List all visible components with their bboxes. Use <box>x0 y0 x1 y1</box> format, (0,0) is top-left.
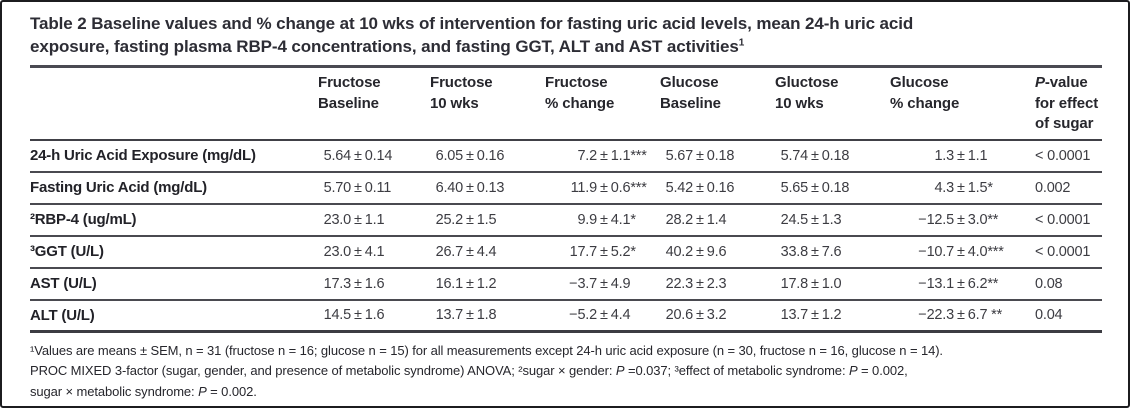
title-divider <box>30 65 1102 69</box>
row-label: Fasting Uric Acid (mg/dL) <box>30 179 207 197</box>
cell: 1.3 ±1.1 <box>934 147 988 164</box>
column-header-glucose-baseline: Glucose Baseline <box>660 74 721 112</box>
cell: 33.8 ±7.6 <box>780 243 842 260</box>
table-row: ALT (U/L) 14.5 ±1.6 13.7 ±1.8 −5.2 ±4.4 20.… <box>30 301 1102 333</box>
column-header-fructose-pct-change: Fructose% change <box>545 74 615 112</box>
column-header-fructose-baseline: Fructose Baseline <box>318 74 381 112</box>
cell: 24.5 ±1.3 <box>780 211 842 228</box>
cell: 5.70 ±0.11 <box>323 179 392 196</box>
cell: −12.5 ±3.0** <box>918 211 999 228</box>
footnote-line: ¹Values are means ± SEM, n = 31 (fructos… <box>30 342 943 358</box>
cell: 6.40 ±0.13 <box>435 179 505 196</box>
cell: 26.7 ±4.4 <box>435 243 497 260</box>
cell-p-value: < 0.0001 <box>1035 243 1091 260</box>
column-header-glucose-pct-change: Glucose% change <box>890 74 960 112</box>
header-empty-cell <box>30 73 318 135</box>
cell: 23.0 ±4.1 <box>323 243 385 260</box>
row-label: ³GGT (U/L) <box>30 243 104 261</box>
footnote-line: sugar × metabolic syndrome: P = 0.002. <box>30 383 257 399</box>
cell-p-value: 0.04 <box>1035 307 1063 324</box>
cell-p-value: < 0.0001 <box>1035 147 1091 164</box>
table-row: ³GGT (U/L) 23.0 ±4.1 26.7 ±4.4 17.7 ±5.2* 4… <box>30 237 1102 269</box>
cell: 5.74 ±0.18 <box>780 147 850 164</box>
cell: −22.3 ±6.7 ** <box>918 307 1003 324</box>
row-label: AST (U/L) <box>30 275 97 293</box>
cell: 20.6 ±3.2 <box>665 307 727 324</box>
cell: 14.5 ±1.6 <box>323 307 385 324</box>
cell: −5.2 ±4.4 <box>569 307 631 324</box>
row-label: 24-h Uric Acid Exposure (mg/dL) <box>30 147 256 165</box>
cell: 13.7 ±1.2 <box>780 307 842 324</box>
cell: 23.0 ±1.1 <box>323 211 385 228</box>
table-title: Table 2 Baseline values and % change at … <box>30 14 914 56</box>
table-row: ²RBP-4 (ug/mL) 23.0 ±1.1 25.2 ±1.5 9.9 ±4.1… <box>30 205 1102 237</box>
column-header-p-value: P-value for effect of sugar <box>1035 74 1099 133</box>
cell: 25.2 ±1.5 <box>435 211 497 228</box>
cell: 17.3 ±1.6 <box>323 275 385 292</box>
cell: 17.7 ±5.2* <box>569 243 636 260</box>
table-row: 24-h Uric Acid Exposure (mg/dL) 5.64 ±0.1… <box>30 141 1102 173</box>
row-label: ²RBP-4 (ug/mL) <box>30 211 137 229</box>
cell: 28.2 ±1.4 <box>665 211 727 228</box>
cell: 7.2 ±1.1*** <box>577 147 647 164</box>
footnote-line: PROC MIXED 3-factor (sugar, gender, and … <box>30 363 908 379</box>
cell: 22.3 ±2.3 <box>665 275 727 292</box>
cell: −3.7 ±4.9 <box>569 275 631 292</box>
cell: 6.05 ±0.16 <box>435 147 505 164</box>
cell: 5.64 ±0.14 <box>323 147 393 164</box>
column-header-fructose-10wks: Fructose 10 wks <box>430 74 493 112</box>
cell: 9.9 ±4.1* <box>577 211 636 228</box>
cell: 4.3 ±1.5* <box>934 179 993 196</box>
cell-p-value: 0.002 <box>1035 179 1071 196</box>
table-row: Fasting Uric Acid (mg/dL) 5.70 ±0.11 6.40… <box>30 173 1102 205</box>
footnote-line: *P < 0.05, **P < 0.01, ***P < 0.001 for … <box>30 402 1102 406</box>
cell: 11.9 ±0.6*** <box>570 179 647 196</box>
cell-p-value: < 0.0001 <box>1035 211 1091 228</box>
cell: −13.1 ±6.2** <box>918 275 999 292</box>
cell: 5.67 ±0.18 <box>665 147 735 164</box>
cell-p-value: 0.08 <box>1035 275 1063 292</box>
cell: 5.65 ±0.18 <box>780 179 850 196</box>
column-header-glucose-10wks: Gluctose 10 wks <box>775 74 839 112</box>
row-label: ALT (U/L) <box>30 306 95 324</box>
cell: 17.8 ±1.0 <box>780 275 842 292</box>
cell: 13.7 ±1.8 <box>435 307 497 324</box>
cell: 40.2 ±9.6 <box>665 243 727 260</box>
cell: 16.1 ±1.2 <box>435 275 497 292</box>
table-header-row: Fructose Baseline Fructose 10 wks Fructose… <box>30 68 1102 141</box>
footnotes: ¹Values are means ± SEM, n = 31 (fructos… <box>30 341 1102 406</box>
cell: 5.42 ±0.16 <box>665 179 735 196</box>
cell: −10.7 ±4.0*** <box>918 243 1004 260</box>
table-row: AST (U/L) 17.3 ±1.6 16.1 ±1.2 −3.7 ±4.9 22.… <box>30 269 1102 301</box>
